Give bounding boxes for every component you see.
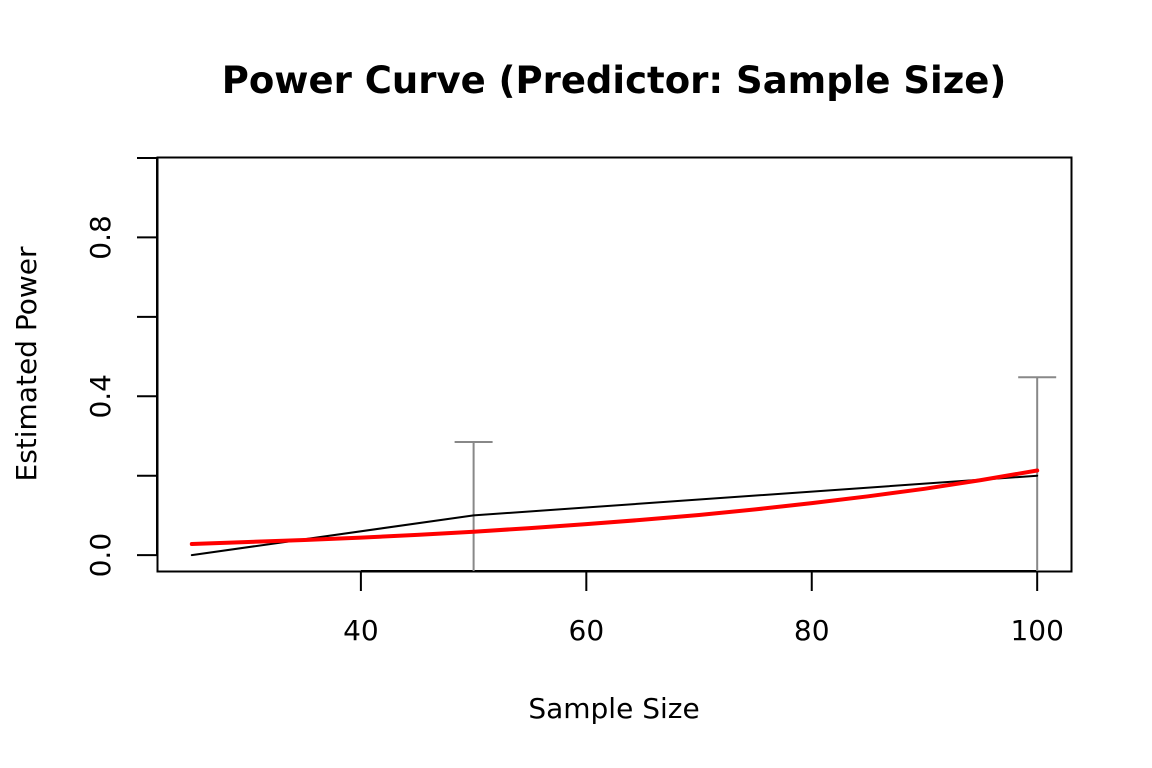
x-tick-label: 80 <box>794 614 830 647</box>
chart-title: Power Curve (Predictor: Sample Size) <box>222 59 1006 102</box>
x-axis: 40 60 80 100 <box>343 570 1064 647</box>
error-bars <box>454 376 1057 571</box>
x-tick-label: 40 <box>343 614 379 647</box>
x-tick-label: 60 <box>569 614 605 647</box>
error-bar <box>454 440 493 571</box>
observed-series-line <box>190 474 1039 557</box>
plot-frame <box>156 156 1073 573</box>
error-bar <box>1018 376 1057 571</box>
y-axis: 0.0 0.4 0.8 <box>84 157 158 578</box>
y-tick-label: 0.8 <box>84 215 117 260</box>
y-axis-label: Estimated Power <box>10 246 43 481</box>
x-tick-label: 100 <box>1010 614 1063 647</box>
y-tick-label: 0.4 <box>84 374 117 419</box>
x-axis-label: Sample Size <box>528 692 699 725</box>
y-tick-label: 0.0 <box>84 533 117 578</box>
fitted-series-line <box>189 468 1040 546</box>
series-layer <box>189 468 1040 557</box>
